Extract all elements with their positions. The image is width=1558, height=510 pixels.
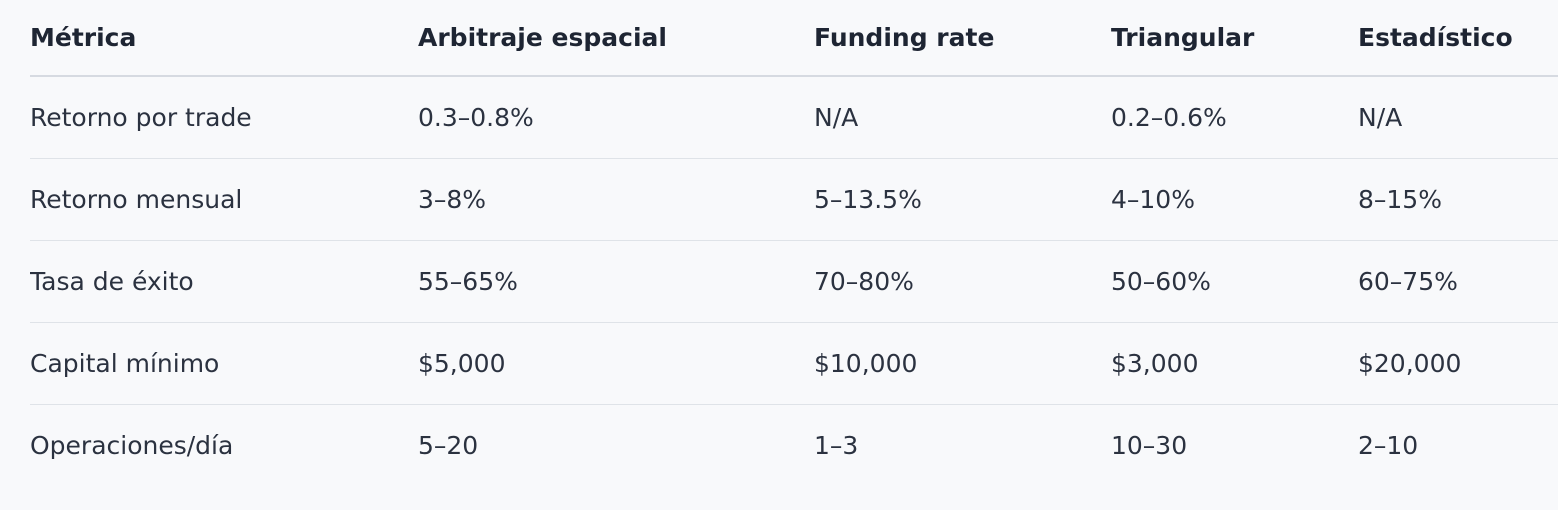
table-cell: 5–20 <box>418 431 479 460</box>
table-cell: $3,000 <box>1111 322 1358 405</box>
table-header: Métrica Arbitraje espacial Funding rate Tri… <box>30 0 1558 77</box>
header-cell: Métrica <box>30 0 418 77</box>
header-cell: Estadístico <box>1358 0 1558 77</box>
table-row: Tasa de éxito 55–65% 70–80% 50–60% 60–75% <box>30 240 1558 323</box>
table-cell: 1–3 <box>814 431 859 460</box>
table-cell: 60–75% <box>1358 240 1558 323</box>
table-cell: 4–10% <box>1111 158 1358 241</box>
table-cell: 0.3–0.8% <box>418 76 814 159</box>
table-cell: $5,000 <box>418 322 814 405</box>
table-row: Retorno mensual 3–8% 5–13.5% 4–10% 8–15% <box>30 158 1558 241</box>
table-row: Retorno por trade 0.3–0.8% N/A 0.2–0.6% N/A <box>30 76 1558 159</box>
table-cell: $10,000 <box>814 322 1111 405</box>
table-cell: 5–13.5% <box>814 158 1111 241</box>
header-cell: Triangular <box>1111 0 1358 77</box>
table-cell: 3–8% <box>418 158 814 241</box>
table-cell: N/A <box>1358 76 1558 159</box>
row-label: Capital mínimo <box>30 322 418 405</box>
row-label: Operaciones/día <box>30 431 234 460</box>
table-cell: 55–65% <box>418 240 814 323</box>
header-cell: Funding rate <box>814 0 1111 77</box>
table-cell: 8–15% <box>1358 158 1558 241</box>
row-label: Retorno mensual <box>30 158 418 241</box>
header-row: Métrica Arbitraje espacial Funding rate Tri… <box>30 0 1558 77</box>
table-cell: N/A <box>814 76 1111 159</box>
comparison-table: Métrica Arbitraje espacial Funding rate Tri… <box>30 0 1558 486</box>
row-label: Retorno por trade <box>30 76 418 159</box>
header-cell: Arbitraje espacial <box>418 0 814 77</box>
table-cell: 70–80% <box>814 240 1111 323</box>
table-cell: 50–60% <box>1111 240 1358 323</box>
table-row: Capital mínimo $5,000 $10,000 $3,000 $20,000 <box>30 322 1558 405</box>
table-body: Retorno por trade 0.3–0.8% N/A 0.2–0.6% N/A R… <box>30 76 1558 486</box>
table-row: Operaciones/día 5–20 1–3 10–30 2–10 <box>30 405 1558 487</box>
table-cell: 2–10 <box>1358 431 1419 460</box>
table-cell: 10–30 <box>1111 431 1188 460</box>
row-label: Tasa de éxito <box>30 240 418 323</box>
table-cell: 0.2–0.6% <box>1111 76 1358 159</box>
table-cell: $20,000 <box>1358 322 1558 405</box>
